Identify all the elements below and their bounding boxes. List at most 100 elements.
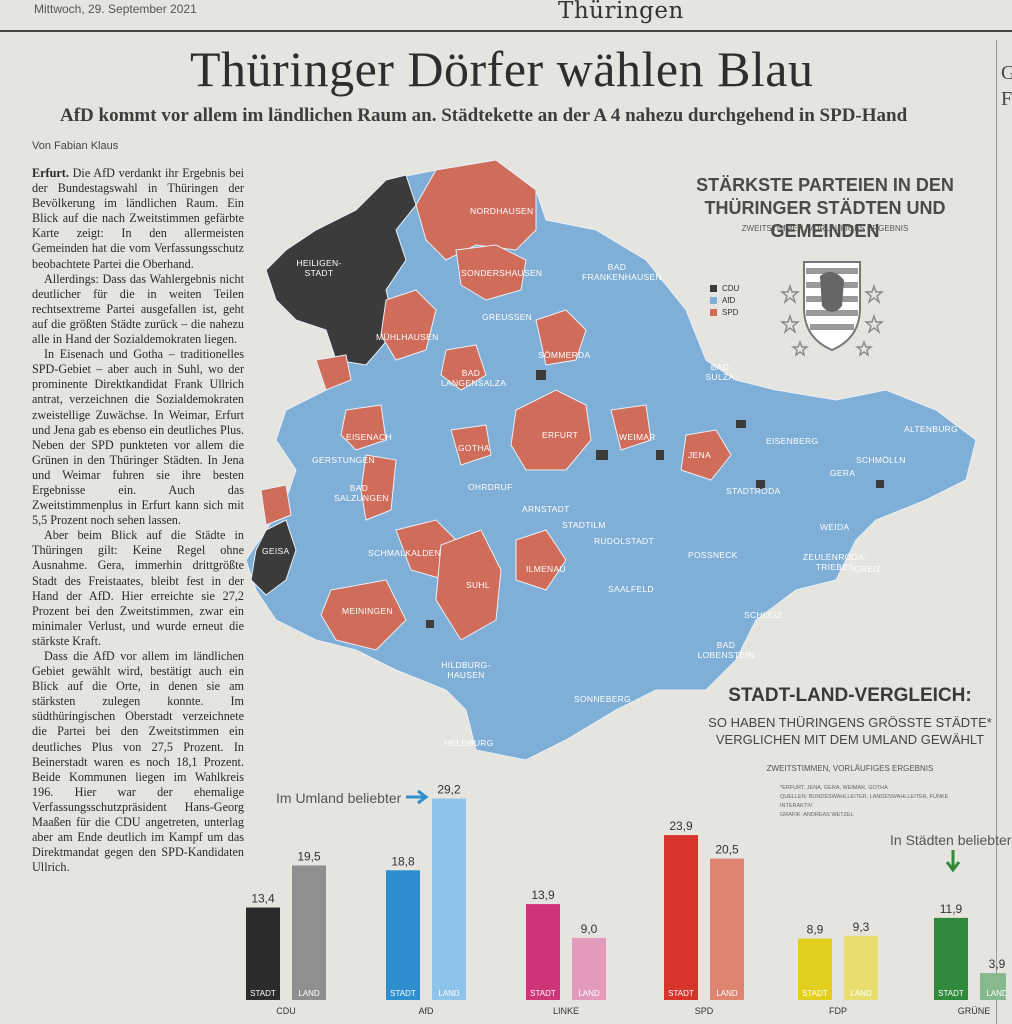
- map-label: GEISA: [262, 546, 290, 556]
- bar-chart-svg: 13,4STADT19,5LANDCDU18,8STADT29,2LANDAfD…: [246, 783, 1012, 1016]
- map-region-suhl: [435, 529, 502, 641]
- header-rule: [0, 30, 1012, 32]
- article-paragraph: Allerdings: Dass das Wahlergebnis nicht …: [32, 271, 244, 347]
- map-region-langensalza: [440, 344, 487, 391]
- annotation-stadt: In Städten beliebter: [890, 832, 1012, 848]
- map-label: NORDHAUSEN: [470, 206, 534, 216]
- data-label: 13,4: [251, 892, 275, 906]
- annotation-land: Im Umland beliebter: [276, 790, 402, 806]
- map-label: GERSTUNGEN: [312, 455, 375, 465]
- map-label: GREIZ: [854, 564, 882, 574]
- bar-type-label: LAND: [850, 989, 872, 998]
- legend-swatch: [710, 284, 717, 292]
- bar-type-label: STADT: [250, 989, 276, 998]
- legend-swatch: [710, 296, 717, 304]
- map-label: HILDBURG-HAUSEN: [441, 660, 491, 680]
- data-label: 9,3: [853, 920, 870, 934]
- map-label: BAD SALZUNGEN: [334, 483, 389, 503]
- map-region-cdu-spot: [536, 370, 546, 380]
- map-regions-cdu-small: [426, 370, 884, 628]
- bar-type-label: LAND: [438, 989, 460, 998]
- subheadline: AfD kommt vor allem im ländlichen Raum a…: [60, 105, 908, 126]
- map-label: RUDOLSTADT: [594, 536, 654, 546]
- map-region-salzungen: [360, 454, 397, 521]
- bar-grüne-stadt: [934, 917, 968, 1000]
- map-label: SCHLEIZ: [744, 610, 782, 620]
- map-label: SUHL: [466, 580, 490, 590]
- arrow-right-icon: [406, 789, 432, 809]
- legend-item-afd: AfD: [710, 294, 739, 306]
- article-body: Erfurt. Die AfD verdankt ihr Ergebnis be…: [32, 166, 244, 875]
- article-location: Erfurt.: [32, 166, 69, 180]
- bar-cdu-stadt: [246, 907, 280, 1000]
- bar-type-label: STADT: [802, 989, 828, 998]
- legend-label: CDU: [722, 283, 740, 293]
- bar-type-label: STADT: [938, 989, 964, 998]
- map-label: SCHMÖLLN: [856, 455, 906, 465]
- data-label: 20,5: [715, 843, 739, 857]
- adjacent-column-fragment: G: [1001, 62, 1012, 85]
- footnote: GRAFIK: ANDREAS WETZEL: [780, 812, 854, 818]
- footnote: QUELLEN: BUNDESWAHLLEITER, LANDESWAHLLEI…: [780, 794, 949, 809]
- map-label: MÜHLHAUSEN: [376, 332, 439, 342]
- bar-afd-land: [432, 798, 466, 1000]
- comparison-subtitle-line: SO HABEN THÜRINGENS GRÖSSTE STÄDTE*: [708, 715, 992, 730]
- map-label: MEININGEN: [342, 606, 393, 616]
- map-subtitle: ZWEITSTIMMEN, VORLÄUFIGES ERGEBNIS: [741, 224, 909, 233]
- map-region-cdu-spot: [426, 620, 434, 628]
- article-paragraph: In Eisenach und Gotha – traditionelles S…: [32, 347, 244, 528]
- bar-linke-stadt: [526, 904, 560, 1000]
- map-region-ilmenau: [515, 529, 567, 591]
- comparison-subtitle: SO HABEN THÜRINGENS GRÖSSTE STÄDTE* VERG…: [700, 714, 1000, 748]
- map-label: BAD FRANKENHAUSEN: [582, 262, 662, 282]
- bar-type-label: STADT: [390, 989, 416, 998]
- dateline: Mittwoch, 29. September 2021: [34, 2, 197, 16]
- map-label: ILMENAU: [526, 564, 566, 574]
- map-label: BAD LANGENSALZA: [441, 368, 507, 388]
- comparison-title: STADT-LAND-VERGLEICH:: [728, 685, 972, 706]
- thueringen-crest-icon: [776, 246, 888, 362]
- map-label: BAD LOBENSTEIN: [697, 640, 755, 660]
- map-region-erfurt: [510, 389, 592, 471]
- map-region-cdu-geisa: [250, 519, 297, 596]
- adjacent-column: G F: [996, 40, 1012, 1024]
- footnote: *ERFURT, JENA, GERA, WEIMAR, GOTHA: [780, 785, 888, 791]
- data-label: 8,9: [807, 923, 824, 937]
- bar-cdu-land: [292, 865, 326, 1000]
- map-label: SÖMMERDA: [538, 350, 591, 360]
- map-legend: CDU AfD SPD: [710, 282, 739, 318]
- map-label: HELDBURG: [444, 738, 494, 748]
- legend-item-cdu: CDU: [710, 282, 739, 294]
- comparison-footnotes: *ERFURT, JENA, GERA, WEIMAR, GOTHA QUELL…: [780, 784, 980, 820]
- thueringen-map: NORDHAUSEN HEILIGEN-STADT SONDERSHAUSEN …: [236, 150, 986, 774]
- article-paragraph-text: Die AfD verdankt ihr Ergebnis bei der Bu…: [32, 166, 244, 271]
- map-label: ARNSTADT: [522, 504, 570, 514]
- map-label: ZEULENRODA-TRIEBES: [802, 552, 868, 572]
- category-label: FDP: [829, 1006, 847, 1016]
- bar-afd-stadt: [386, 870, 420, 1000]
- category-label: LINKE: [553, 1006, 579, 1016]
- map-label: SONDERSHAUSEN: [461, 268, 543, 278]
- map-region-soemmerda: [535, 309, 587, 366]
- map-region-gotha: [450, 424, 492, 466]
- category-label: AfD: [418, 1006, 434, 1016]
- legend-label: SPD: [722, 307, 739, 317]
- bar-type-label: LAND: [986, 989, 1006, 998]
- bar-fdp-stadt: [798, 938, 832, 1000]
- article-paragraph: Aber beim Blick auf die Städte in Thürin…: [32, 528, 244, 648]
- data-label: 3,9: [989, 957, 1006, 971]
- map-title: STÄRKSTE PARTEIEN IN DEN THÜRINGER STÄDT…: [660, 174, 990, 243]
- map-region-cdu-spot: [736, 420, 746, 428]
- map-label: HEILIGEN-STADT: [296, 258, 342, 278]
- map-label: STADTRODA: [726, 486, 781, 496]
- map-region-cdu-spot: [876, 480, 884, 488]
- category-label: GRÜNE: [958, 1006, 991, 1016]
- data-label: 13,9: [531, 888, 555, 902]
- map-label: SAALFELD: [608, 584, 654, 594]
- map-region-wartburg: [315, 354, 352, 391]
- data-label: 23,9: [669, 819, 693, 833]
- map-region-cdu-spot: [596, 450, 608, 460]
- legend-label: AfD: [722, 295, 736, 305]
- category-label: CDU: [276, 1006, 296, 1016]
- comparison-subtitle-line: VERGLICHEN MIT DEM UMLAND GEWÄHLT: [715, 732, 985, 747]
